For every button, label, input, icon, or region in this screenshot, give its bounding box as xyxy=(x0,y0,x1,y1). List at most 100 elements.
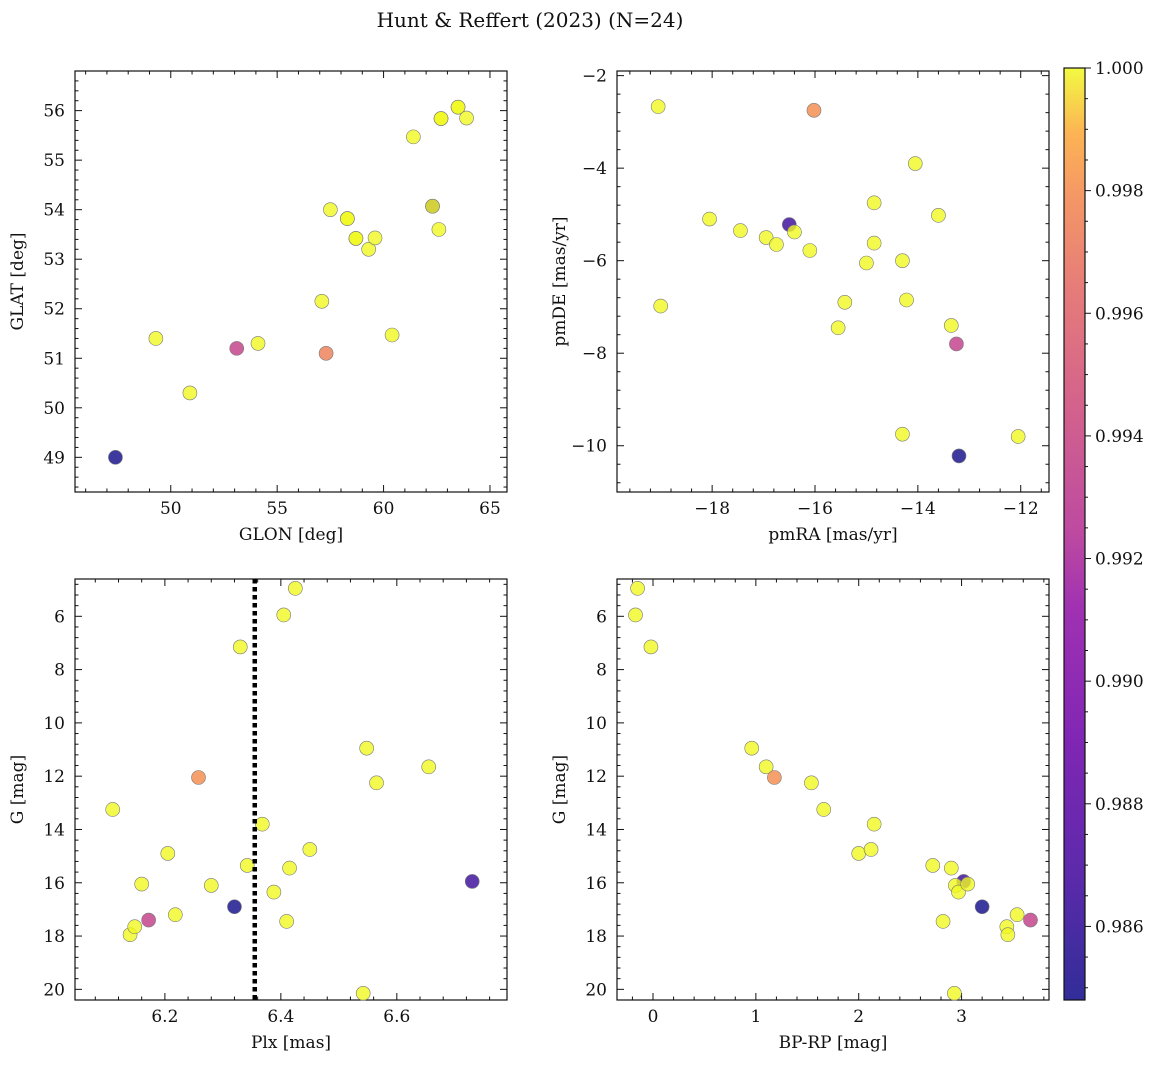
scatter-point xyxy=(227,899,242,915)
y-tick-label: 54 xyxy=(43,201,65,221)
scatter-point xyxy=(943,860,959,876)
scatter-point xyxy=(266,884,282,900)
x-tick-label: 3 xyxy=(956,1007,967,1027)
colorbar-tick-label: 0.994 xyxy=(1095,427,1144,447)
scatter-point xyxy=(816,802,832,817)
scatter-point xyxy=(899,292,914,308)
panel-plx-gmag: 6.2 6.4 6.6 6 8 10 12 14 16 18 20 Plx [mas] G [mag] xyxy=(8,578,508,1053)
x-tick-label: −18 xyxy=(694,499,730,519)
y-tick-label: −8 xyxy=(582,344,607,364)
scatter-point xyxy=(276,607,292,623)
colorbar-frame xyxy=(1063,67,1086,1001)
colorbar-tick-label: 0.992 xyxy=(1095,550,1144,570)
y-tick-label: 12 xyxy=(585,767,607,787)
x-tick-label: 1 xyxy=(750,1007,761,1027)
y-tick-label: 10 xyxy=(585,714,607,734)
scatter-point xyxy=(229,341,245,356)
colorbar-tick-label: 0.996 xyxy=(1095,304,1144,324)
x-tick-label: 50 xyxy=(160,499,182,519)
scatter-point xyxy=(643,639,659,655)
y-tick-label: −10 xyxy=(571,437,607,457)
scatter-point xyxy=(160,846,176,861)
x-tick-label: 55 xyxy=(266,499,288,519)
scatter-point xyxy=(830,320,846,336)
scatter-point xyxy=(653,298,669,314)
x-tick-label: 60 xyxy=(373,499,395,519)
y-tick-label: 6 xyxy=(596,607,607,627)
scatter-point xyxy=(459,110,474,126)
y-tick-label: 18 xyxy=(585,927,607,947)
scatter-point xyxy=(769,237,784,252)
scatter-point xyxy=(758,759,774,775)
y-tick-label: 49 xyxy=(43,448,65,468)
scatter-point xyxy=(1000,927,1016,943)
scatter-point xyxy=(168,907,183,923)
y-tick-label: 10 xyxy=(43,714,65,734)
scatter-point xyxy=(127,919,143,935)
colorbar-tick-label: 0.990 xyxy=(1095,672,1144,692)
y-tick-label: 8 xyxy=(54,661,65,681)
colorbar: 0.986 0.988 0.990 0.992 0.994 0.996 0.998 1.000 xyxy=(1063,59,1144,1001)
y-tick-label: 14 xyxy=(43,820,65,840)
scatter-point xyxy=(925,858,941,873)
y-tick-label: 50 xyxy=(43,399,65,419)
scatter-point xyxy=(895,253,910,268)
axis-ticks xyxy=(75,579,507,1001)
scatter-point xyxy=(355,986,371,1001)
scatter-point xyxy=(105,802,120,817)
figure-title: Hunt & Reffert (2023) (N=24) xyxy=(377,8,684,32)
scatter-point xyxy=(148,331,164,346)
colorbar-tick-label: 1.000 xyxy=(1095,59,1144,79)
x-axis-label: GLON [deg] xyxy=(239,525,343,545)
scatter-point xyxy=(182,385,198,401)
scatter-point xyxy=(866,235,882,251)
y-tick-label: 52 xyxy=(43,300,65,320)
scatter-point xyxy=(787,224,802,240)
x-axis-label: BP-RP [mag] xyxy=(779,1033,888,1053)
scatter-point xyxy=(837,295,853,310)
scatter-point xyxy=(288,581,303,596)
scatter-point xyxy=(191,770,206,785)
panel-glon-glat: 50 55 60 65 49 50 51 52 53 54 55 56 GLON [deg] GLAT [… xyxy=(8,70,508,545)
x-tick-label: 65 xyxy=(479,499,501,519)
scatter-point xyxy=(951,448,967,464)
scatter-point xyxy=(863,842,879,857)
scatter-point xyxy=(931,208,946,223)
scatter-point xyxy=(1009,907,1025,923)
scatter-point xyxy=(806,103,822,118)
y-tick-label: −6 xyxy=(582,252,607,272)
scatter-point xyxy=(450,99,466,115)
x-tick-label: 6.4 xyxy=(267,1007,294,1027)
scatter-point xyxy=(1010,429,1026,444)
scatter-point xyxy=(433,111,449,126)
y-tick-label: 12 xyxy=(43,767,65,787)
scatter-point xyxy=(302,842,318,857)
scatter-point xyxy=(406,129,421,145)
y-tick-label: 56 xyxy=(43,102,65,122)
x-tick-label: 0 xyxy=(648,1007,659,1027)
axis-ticks xyxy=(75,70,507,492)
y-axis-label: G [mag] xyxy=(8,755,28,824)
scatter-point xyxy=(239,858,255,873)
scatter-point xyxy=(464,874,480,889)
y-axis-label: GLAT [deg] xyxy=(8,232,28,330)
scatter-point xyxy=(947,986,962,1001)
scatter-point xyxy=(314,294,330,309)
scatter-point xyxy=(866,816,882,832)
scatter-point xyxy=(943,318,959,333)
scatter-point xyxy=(895,426,910,442)
scatter-point xyxy=(758,230,774,245)
scatter-point xyxy=(767,770,782,785)
scatter-point xyxy=(279,914,294,929)
scatter-point xyxy=(203,878,219,893)
scatter-point xyxy=(340,211,355,226)
scatter-point xyxy=(702,211,717,227)
y-tick-label: 20 xyxy=(43,980,65,1000)
scatter-point xyxy=(1023,912,1038,928)
colorbar-gradient xyxy=(1064,68,1085,1000)
scatter-point xyxy=(384,327,400,343)
scatter-point xyxy=(866,195,882,211)
x-tick-label: 6.2 xyxy=(151,1007,178,1027)
scatter-point xyxy=(361,242,376,257)
